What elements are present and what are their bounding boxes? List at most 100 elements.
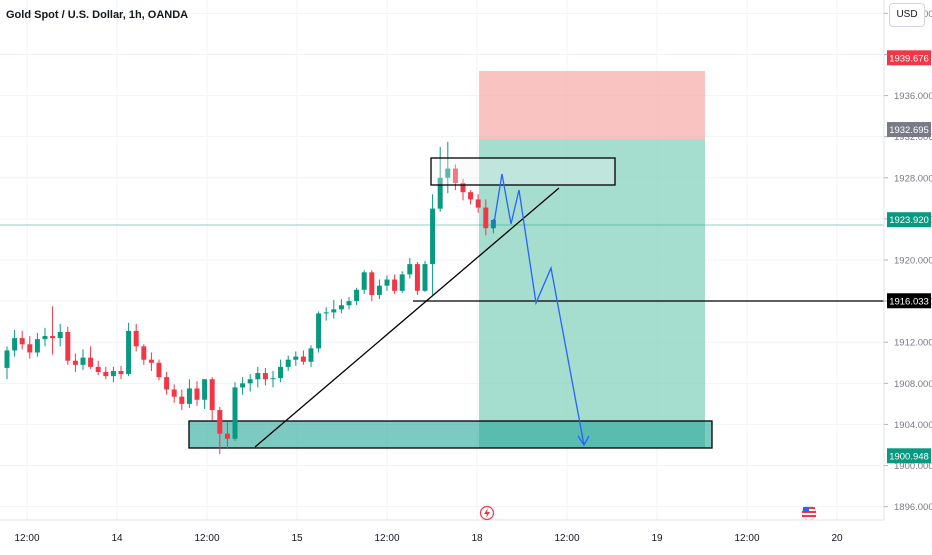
y-tick-label: 1896.000 bbox=[894, 502, 932, 513]
price-label-text: 1916.033 bbox=[889, 296, 929, 307]
x-tick-label: 12:00 bbox=[194, 533, 219, 544]
price-label: 1900.948 bbox=[887, 448, 931, 464]
y-tick-label: 1928.000 bbox=[894, 173, 932, 184]
candle bbox=[369, 270, 375, 302]
x-tick-label: 18 bbox=[471, 533, 483, 544]
y-tick-label: 1900.000 bbox=[894, 461, 932, 472]
candle bbox=[255, 366, 261, 388]
projection-path[interactable] bbox=[492, 173, 585, 446]
price-labels: 1939.676 1932.695 1923.920 1916.033 1900.948 bbox=[887, 50, 931, 464]
supply-zone[interactable] bbox=[430, 157, 616, 186]
candle bbox=[407, 257, 413, 279]
time-axis[interactable]: 12:00 14 12:00 15 12:00 18 12:00 19 12:00 20 bbox=[14, 533, 843, 544]
y-tick-label: 1932.000 bbox=[894, 132, 932, 143]
y-tick-label: 1912.000 bbox=[894, 338, 932, 349]
candle bbox=[293, 351, 299, 366]
candle bbox=[346, 296, 352, 310]
candle bbox=[19, 330, 25, 350]
candles bbox=[4, 141, 496, 455]
demand-zone[interactable] bbox=[188, 420, 713, 449]
price-label: 1932.695 bbox=[887, 122, 931, 138]
candle bbox=[65, 326, 71, 365]
grid bbox=[0, 0, 884, 520]
x-tick-label: 12:00 bbox=[14, 533, 39, 544]
candle bbox=[110, 366, 116, 383]
candle bbox=[4, 346, 10, 380]
candle bbox=[118, 365, 124, 380]
candle bbox=[452, 164, 458, 191]
price-label: 1916.033 bbox=[887, 293, 931, 309]
price-label-text: 1923.920 bbox=[889, 215, 929, 226]
flash-event-icon[interactable] bbox=[479, 505, 495, 521]
candle bbox=[141, 344, 147, 365]
candle bbox=[164, 372, 170, 395]
candle bbox=[262, 367, 268, 386]
candle bbox=[171, 384, 177, 403]
candle bbox=[392, 274, 398, 294]
x-tick-label: 14 bbox=[111, 533, 123, 544]
chart-title: Gold Spot / U.S. Dollar, 1h, OANDA bbox=[6, 9, 189, 21]
candle bbox=[422, 261, 428, 292]
candle bbox=[103, 366, 109, 380]
candle bbox=[88, 346, 94, 369]
candle bbox=[475, 194, 481, 213]
candle bbox=[80, 349, 86, 370]
x-tick-label: 15 bbox=[291, 533, 303, 544]
currency-button[interactable]: USD bbox=[889, 3, 925, 27]
candle bbox=[414, 262, 420, 295]
candle bbox=[224, 422, 230, 450]
candle bbox=[12, 329, 18, 357]
candle bbox=[468, 190, 474, 205]
candle bbox=[72, 353, 78, 373]
price-label-text: 1932.695 bbox=[889, 125, 929, 136]
candle bbox=[179, 389, 185, 411]
trendline[interactable] bbox=[254, 187, 560, 448]
candle bbox=[27, 336, 33, 359]
candle bbox=[270, 370, 276, 388]
price-label-text: 1900.948 bbox=[889, 451, 929, 462]
candle bbox=[217, 406, 223, 455]
candle bbox=[308, 345, 314, 367]
candle bbox=[148, 352, 154, 371]
candle bbox=[316, 311, 322, 353]
candle bbox=[430, 194, 436, 295]
candle bbox=[34, 332, 40, 357]
candle bbox=[194, 381, 200, 406]
x-tick-label: 20 bbox=[831, 533, 843, 544]
price-axis[interactable]: 1944.0001940.0001936.0001932.0001928.000… bbox=[884, 9, 932, 513]
y-tick-label: 1920.000 bbox=[894, 256, 932, 267]
candle bbox=[354, 287, 360, 306]
candle bbox=[95, 360, 101, 376]
candle bbox=[240, 377, 246, 395]
candle bbox=[285, 355, 291, 371]
x-tick-label: 12:00 bbox=[374, 533, 399, 544]
candle bbox=[384, 275, 390, 291]
candle bbox=[361, 270, 367, 294]
candle bbox=[376, 279, 382, 300]
candle bbox=[247, 374, 253, 392]
candle bbox=[278, 359, 284, 383]
candle bbox=[133, 323, 139, 352]
candle bbox=[300, 350, 306, 365]
price-label-text: 1939.676 bbox=[889, 53, 929, 64]
candle bbox=[42, 327, 48, 347]
projection-arrowhead bbox=[577, 435, 590, 447]
candle bbox=[331, 300, 337, 319]
candle bbox=[338, 299, 344, 314]
x-tick-label: 19 bbox=[651, 533, 663, 544]
candle bbox=[57, 323, 63, 347]
candle bbox=[186, 379, 192, 408]
us-flag-event-icon[interactable] bbox=[801, 505, 817, 521]
y-tick-label: 1908.000 bbox=[894, 379, 932, 390]
stop-loss-zone[interactable] bbox=[479, 71, 705, 139]
candle bbox=[483, 199, 489, 236]
candle bbox=[202, 379, 208, 410]
candle bbox=[399, 271, 405, 293]
y-tick-label: 1904.000 bbox=[894, 420, 932, 431]
x-tick-label: 12:00 bbox=[734, 533, 759, 544]
take-profit-zone[interactable] bbox=[479, 139, 705, 448]
candle bbox=[232, 382, 238, 441]
candle bbox=[156, 359, 162, 381]
